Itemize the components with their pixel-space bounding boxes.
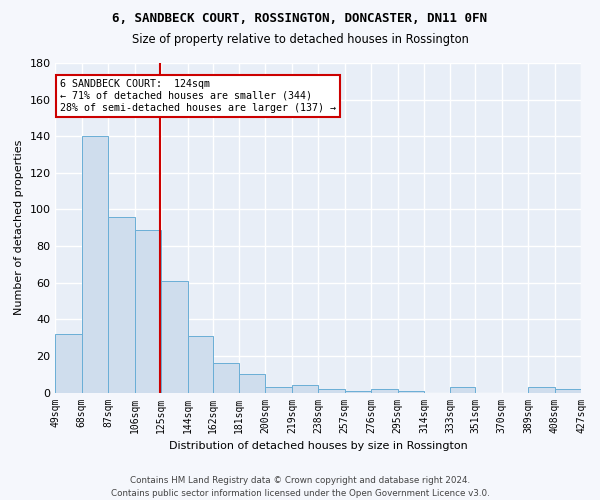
Text: 6, SANDBECK COURT, ROSSINGTON, DONCASTER, DN11 0FN: 6, SANDBECK COURT, ROSSINGTON, DONCASTER… — [113, 12, 487, 26]
Bar — [554, 389, 581, 392]
Bar — [371, 389, 398, 392]
Bar — [161, 281, 188, 392]
Bar — [188, 336, 212, 392]
Bar — [318, 389, 344, 392]
Bar — [55, 334, 82, 392]
Bar — [265, 387, 292, 392]
Bar — [344, 391, 371, 392]
Bar — [451, 387, 475, 392]
Bar — [108, 217, 134, 392]
Bar — [528, 387, 554, 392]
Bar — [239, 374, 265, 392]
Text: 6 SANDBECK COURT:  124sqm
← 71% of detached houses are smaller (344)
28% of semi: 6 SANDBECK COURT: 124sqm ← 71% of detach… — [59, 80, 335, 112]
Bar — [212, 364, 239, 392]
Text: Size of property relative to detached houses in Rossington: Size of property relative to detached ho… — [131, 32, 469, 46]
Bar — [398, 391, 424, 392]
Y-axis label: Number of detached properties: Number of detached properties — [14, 140, 24, 316]
X-axis label: Distribution of detached houses by size in Rossington: Distribution of detached houses by size … — [169, 441, 467, 451]
Bar — [292, 386, 318, 392]
Bar — [134, 230, 161, 392]
Bar — [82, 136, 108, 392]
Text: Contains HM Land Registry data © Crown copyright and database right 2024.
Contai: Contains HM Land Registry data © Crown c… — [110, 476, 490, 498]
